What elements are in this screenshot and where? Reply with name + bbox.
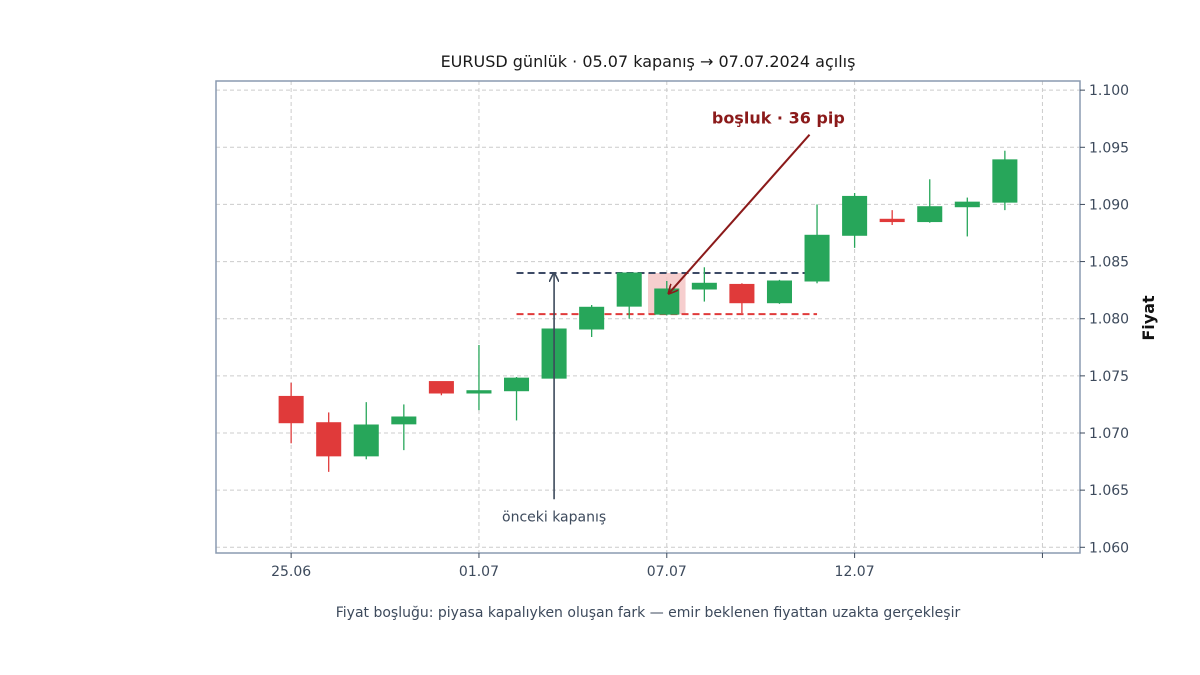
candle-body (391, 416, 417, 425)
y-tick-label: 1.100 (1089, 83, 1129, 99)
candle-up (466, 345, 492, 411)
candle-body (879, 218, 905, 223)
reference-lines (516, 272, 818, 316)
y-tick-label: 1.065 (1089, 483, 1129, 499)
chart-title: EURUSD günlük · 05.07 kapanış → 07.07.20… (441, 52, 856, 71)
candle-down (428, 381, 454, 396)
x-axis: 25.06 01.07 07.07 12.07 (271, 553, 1043, 580)
candle-body (579, 306, 605, 330)
candle-down (879, 210, 905, 225)
x-tick-label: 01.07 (459, 564, 499, 580)
candle-body (804, 234, 830, 282)
candle-body (278, 395, 304, 424)
candle-up (616, 272, 642, 319)
candle-up (804, 204, 830, 284)
candle-body (917, 206, 943, 223)
y-axis: 1.060 1.065 1.070 1.075 1.080 1.085 1.090 1.095… (1080, 83, 1129, 556)
previous-close-annotation-label: önceki kapanış (502, 509, 606, 525)
candle-down (278, 382, 304, 444)
x-tick-label: 25.06 (271, 564, 311, 580)
plot-frame (215, 80, 1081, 554)
candle-body (428, 381, 454, 394)
candle-body (691, 282, 717, 290)
candle-body (766, 280, 792, 304)
candle-up (691, 267, 717, 302)
y-tick-label: 1.080 (1089, 312, 1129, 328)
y-tick-label: 1.090 (1089, 197, 1129, 213)
candle-down (316, 412, 342, 472)
candle-up (954, 197, 980, 237)
candle-up (353, 402, 379, 460)
candle-body (616, 272, 642, 307)
y-tick-label: 1.070 (1089, 426, 1129, 442)
candle-up (842, 193, 868, 248)
candle-body (316, 422, 342, 457)
grid (216, 81, 1080, 553)
candle-up (992, 150, 1018, 211)
candle-down (729, 283, 755, 313)
candle-body (729, 283, 755, 304)
candle-up (917, 179, 943, 223)
candle-body (353, 424, 379, 457)
candle-body (466, 390, 492, 394)
annotations: boşluk · 36 pip önceki kapanış (502, 109, 845, 526)
chart-caption: Fiyat boşluğu: piyasa kapalıyken oluşan … (336, 605, 961, 621)
y-tick-label: 1.095 (1089, 140, 1129, 156)
candle-up (579, 305, 605, 337)
candle-body (954, 201, 980, 208)
candle-up (654, 281, 680, 316)
candle-body (842, 195, 868, 236)
candles (278, 150, 1018, 472)
candle-up (766, 279, 792, 304)
candle-body (992, 159, 1018, 203)
candle-body (504, 377, 530, 392)
y-tick-label: 1.085 (1089, 255, 1129, 271)
y-axis-label: Fiyat (1139, 295, 1158, 341)
x-tick-label: 07.07 (647, 564, 687, 580)
x-tick-label: 12.07 (835, 564, 875, 580)
gap-annotation-label: boşluk · 36 pip (712, 109, 845, 128)
candle-body (654, 288, 680, 315)
gap-annotation-arrow (669, 134, 811, 294)
candle-up (504, 377, 530, 421)
y-tick-label: 1.075 (1089, 369, 1129, 385)
candle-up (391, 404, 417, 451)
y-tick-label: 1.060 (1089, 540, 1129, 556)
